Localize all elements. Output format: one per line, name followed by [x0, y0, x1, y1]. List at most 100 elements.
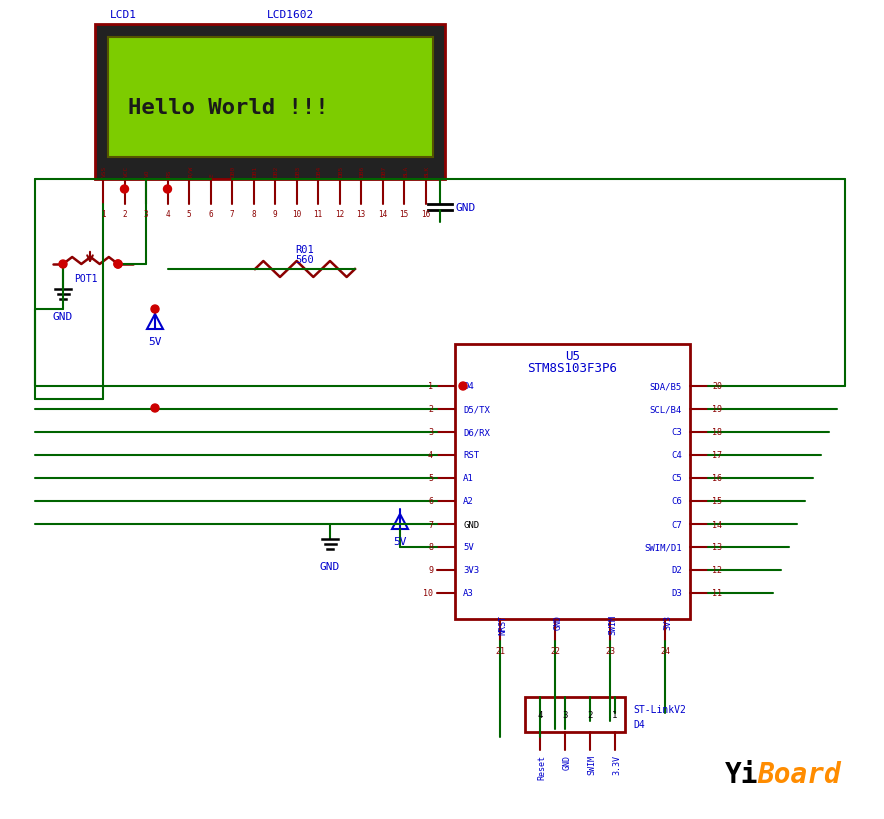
- Text: C3: C3: [671, 428, 682, 437]
- Text: R01: R01: [295, 245, 315, 255]
- Text: 4: 4: [537, 710, 543, 719]
- Text: 7: 7: [428, 520, 433, 529]
- Text: 16: 16: [712, 474, 722, 483]
- Text: 5V: 5V: [393, 536, 407, 546]
- Text: GND: GND: [553, 614, 562, 629]
- Text: 2: 2: [587, 710, 592, 719]
- Text: DB1: DB1: [253, 165, 257, 177]
- Text: 1: 1: [613, 710, 618, 719]
- Text: 1: 1: [428, 382, 433, 391]
- Text: 22: 22: [550, 646, 560, 655]
- Circle shape: [151, 305, 159, 314]
- Text: 2: 2: [122, 210, 126, 219]
- Text: 20: 20: [712, 382, 722, 391]
- Text: C4: C4: [671, 451, 682, 460]
- Text: 13: 13: [356, 210, 366, 219]
- Text: BLA: BLA: [403, 165, 408, 177]
- Text: STM8S103F3P6: STM8S103F3P6: [528, 362, 618, 375]
- Text: D4: D4: [633, 720, 644, 730]
- Circle shape: [164, 186, 171, 194]
- Text: 9: 9: [272, 210, 278, 219]
- Text: GND: GND: [455, 203, 476, 213]
- Text: 12: 12: [712, 566, 722, 575]
- Text: C6: C6: [671, 497, 682, 506]
- Text: A2: A2: [463, 497, 474, 506]
- Text: GND: GND: [562, 754, 571, 769]
- Text: GND: GND: [320, 561, 340, 572]
- Text: RS: RS: [166, 170, 171, 177]
- Text: 24: 24: [660, 646, 670, 655]
- Text: RST: RST: [463, 451, 479, 460]
- Text: GND: GND: [463, 520, 479, 529]
- Text: LCD1: LCD1: [110, 10, 137, 20]
- Text: D4: D4: [463, 382, 474, 391]
- Text: C7: C7: [671, 520, 682, 529]
- Text: 14: 14: [377, 210, 387, 219]
- Text: 3V3: 3V3: [463, 566, 479, 575]
- Text: 15: 15: [712, 497, 722, 506]
- Text: 11: 11: [712, 589, 722, 598]
- Text: Hello World !!!: Hello World !!!: [128, 98, 329, 118]
- Text: 3V3: 3V3: [664, 614, 673, 629]
- Text: GND: GND: [53, 311, 73, 322]
- Text: 5: 5: [428, 474, 433, 483]
- Text: D6/RX: D6/RX: [463, 428, 490, 437]
- Text: R/W: R/W: [188, 165, 193, 177]
- Text: 3.3V: 3.3V: [613, 754, 621, 774]
- Text: DB7: DB7: [382, 165, 386, 177]
- Circle shape: [114, 260, 122, 269]
- Text: DB4: DB4: [317, 165, 322, 177]
- Text: 4: 4: [165, 210, 170, 219]
- Text: 4: 4: [428, 451, 433, 460]
- Text: E: E: [210, 173, 215, 177]
- Text: 8: 8: [251, 210, 255, 219]
- Text: Board: Board: [757, 760, 841, 788]
- Text: 10: 10: [423, 589, 433, 598]
- Text: Yi: Yi: [725, 760, 758, 788]
- Text: 10: 10: [292, 210, 301, 219]
- Text: SWIM: SWIM: [588, 754, 597, 774]
- Text: D5/TX: D5/TX: [463, 405, 490, 414]
- Text: 560: 560: [295, 255, 315, 265]
- Text: SCL/B4: SCL/B4: [650, 405, 682, 414]
- Bar: [455, 345, 690, 619]
- Text: SWIM/D1: SWIM/D1: [644, 543, 682, 552]
- Text: VO: VO: [145, 170, 150, 177]
- Text: A1: A1: [463, 474, 474, 483]
- Text: 11: 11: [313, 210, 323, 219]
- Bar: [95, 25, 445, 180]
- Text: A3: A3: [463, 589, 474, 598]
- Text: 9: 9: [428, 566, 433, 575]
- Text: 8: 8: [428, 543, 433, 552]
- Text: 7: 7: [230, 210, 234, 219]
- Text: 3: 3: [144, 210, 149, 219]
- Text: DB5: DB5: [339, 165, 344, 177]
- Text: 2: 2: [428, 405, 433, 414]
- Text: 15: 15: [400, 210, 408, 219]
- Circle shape: [114, 260, 122, 269]
- Text: NRST: NRST: [499, 614, 507, 634]
- Text: C5: C5: [671, 474, 682, 483]
- Text: 19: 19: [712, 405, 722, 414]
- Text: 12: 12: [335, 210, 344, 219]
- Text: 5V: 5V: [463, 543, 474, 552]
- Text: D2: D2: [671, 566, 682, 575]
- Text: ST-LinkV2: ST-LinkV2: [633, 704, 686, 715]
- Text: 5: 5: [187, 210, 191, 219]
- Text: SDA/B5: SDA/B5: [650, 382, 682, 391]
- Text: 3: 3: [562, 710, 568, 719]
- Bar: [525, 697, 625, 732]
- Text: 17: 17: [712, 451, 722, 460]
- Text: 14: 14: [712, 520, 722, 529]
- Text: Reset: Reset: [537, 754, 546, 779]
- Text: 6: 6: [428, 497, 433, 506]
- Text: VSS: VSS: [102, 165, 107, 177]
- Text: SWIM: SWIM: [608, 614, 618, 634]
- Circle shape: [59, 260, 67, 269]
- Text: 21: 21: [495, 646, 505, 655]
- Text: 3: 3: [428, 428, 433, 437]
- Bar: [108, 38, 433, 158]
- Circle shape: [120, 186, 128, 194]
- Text: 16: 16: [421, 210, 431, 219]
- Text: 5V: 5V: [149, 337, 162, 346]
